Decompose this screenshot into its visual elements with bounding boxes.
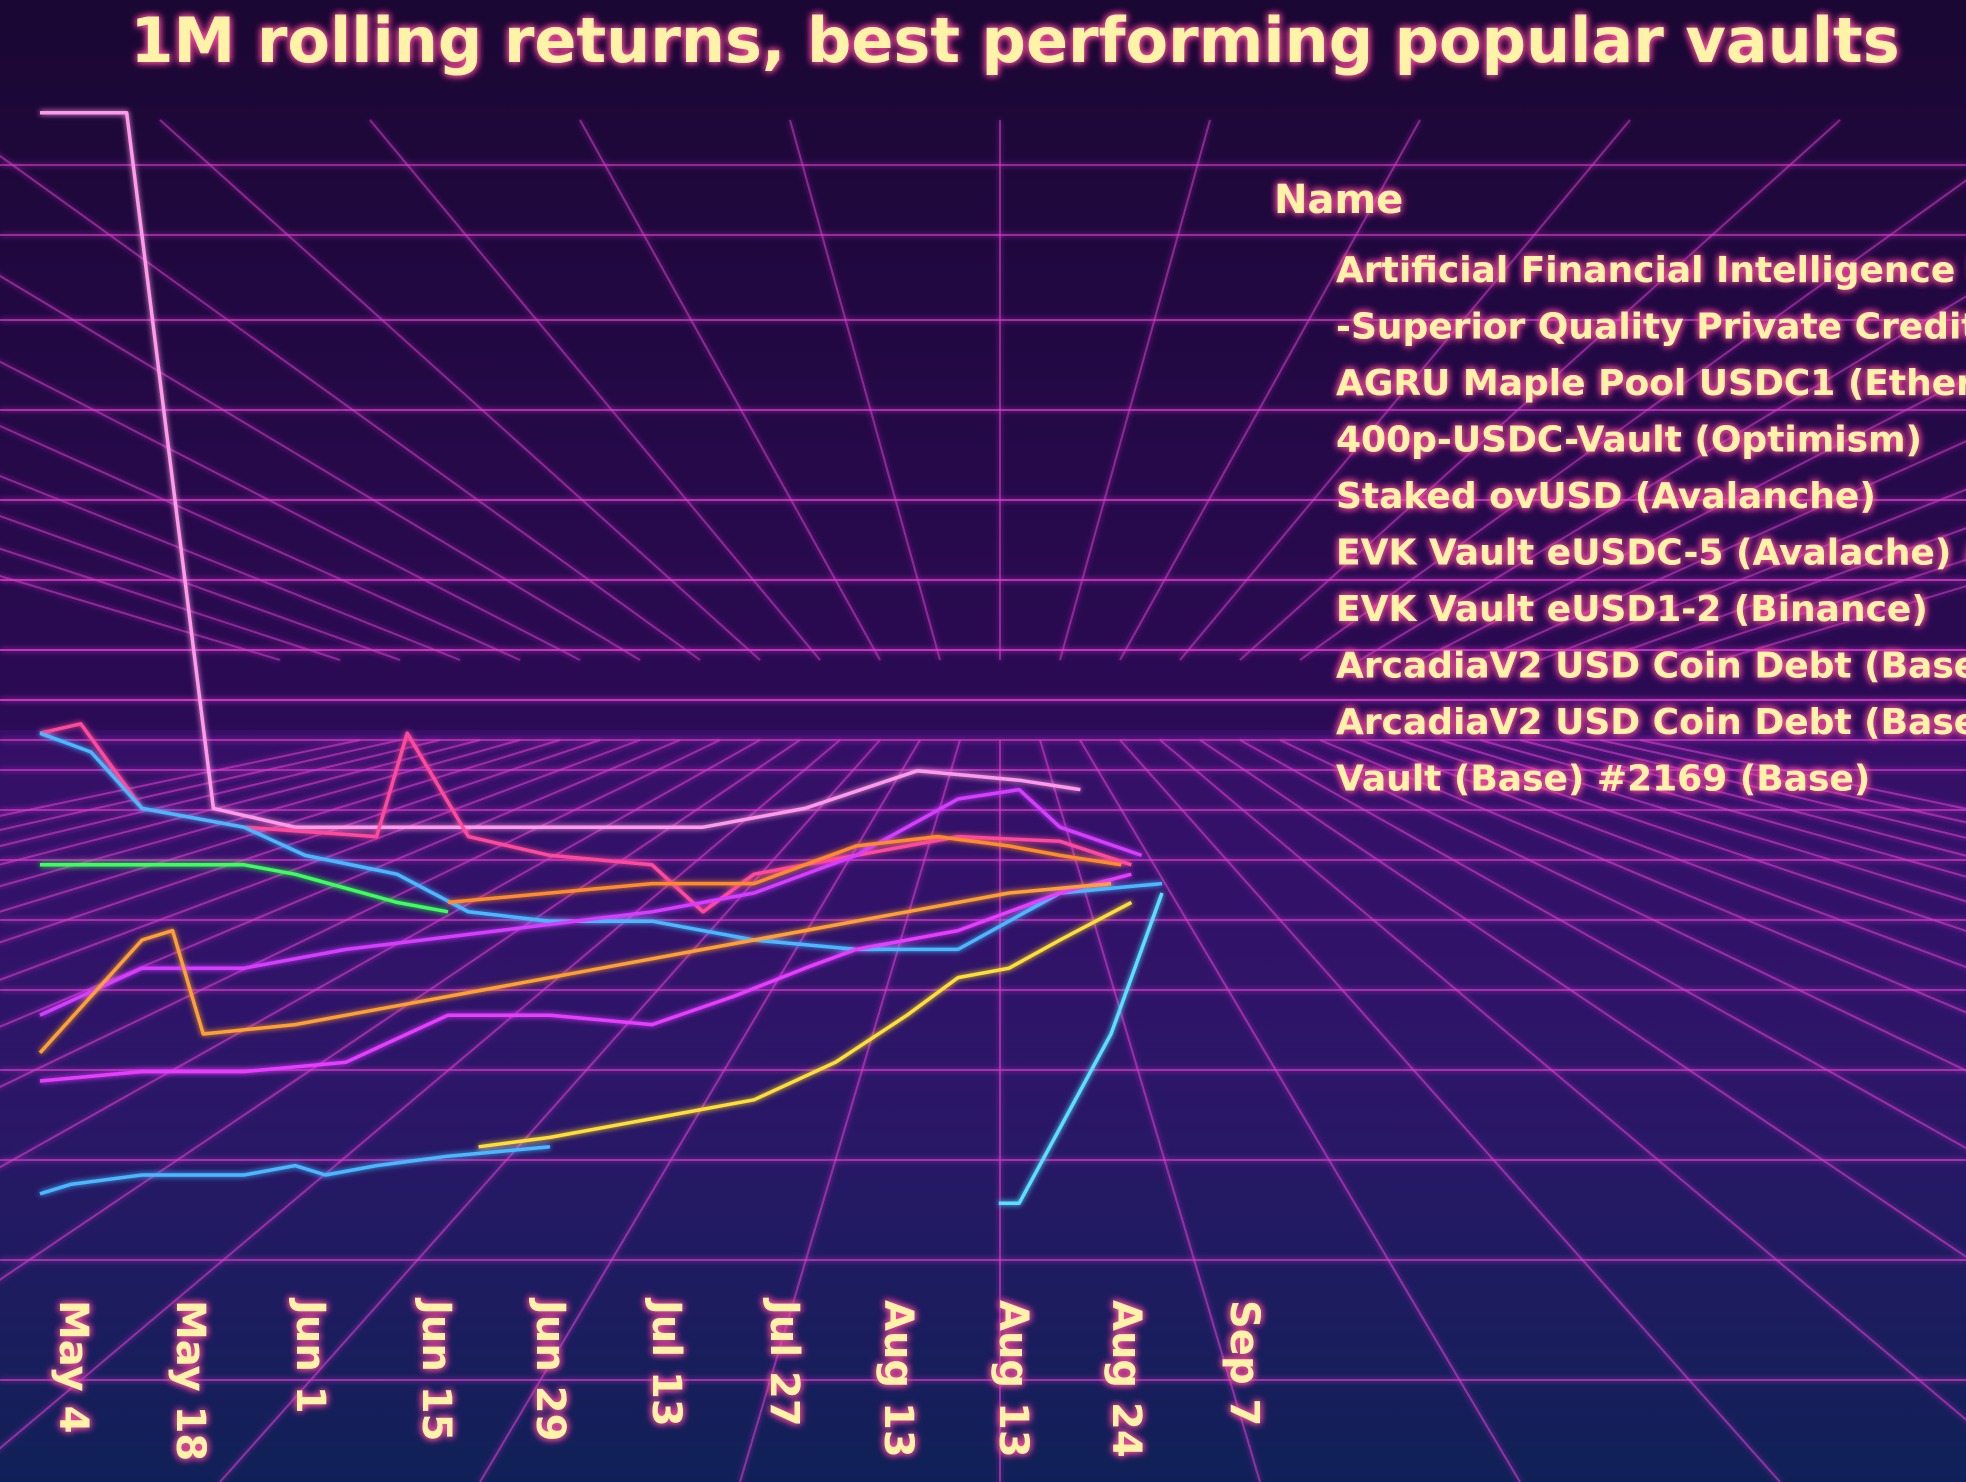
grid-line [0, 514, 401, 661]
grid-line [1359, 295, 1966, 661]
grid-line [1319, 739, 1966, 1014]
series-line-8 [447, 834, 1122, 905]
legend-entry-label: ArcadiaV2 USD Coin Debt (Base) [1336, 702, 1966, 743]
legend-entry-label: EVK Vault eUSDC-5 (Avalache) # [1336, 533, 1966, 574]
grid-line [159, 119, 761, 661]
grid-line [1059, 119, 1211, 661]
x-tick-label: Sep 7 [1221, 1300, 1267, 1426]
series-line-11 [998, 892, 1164, 1205]
grid-line [0, 274, 641, 661]
grid-line [1179, 119, 1631, 661]
series-layer [38, 111, 1164, 1205]
grid-line [0, 547, 341, 661]
x-tick-label: Jun 29 [527, 1297, 573, 1441]
grid-line [1039, 739, 1261, 1482]
legend-entry-label: AGRU Maple Pool USDC1 (Ether [1336, 363, 1966, 404]
grid-line [0, 739, 681, 1028]
grid-line [1359, 739, 1966, 969]
grid-line [789, 119, 941, 661]
legend-title: Name [1274, 177, 1403, 223]
x-tick-label: Aug 13 [990, 1300, 1036, 1458]
legend-entry-label: Vault (Base) #2169 (Base) [1336, 759, 1870, 800]
grid-line [1599, 527, 1966, 661]
grid-line [1199, 739, 1966, 1258]
grid-line [1479, 739, 1966, 878]
x-tick-label: Jun 15 [413, 1297, 459, 1441]
series-line-6 [39, 872, 1132, 1083]
grid-line [1399, 739, 1966, 932]
grid-line [0, 739, 641, 981]
legend-entry-label: ArcadiaV2 USD Coin Debt (Base [1336, 646, 1966, 687]
grid-line [219, 739, 881, 1482]
series-line-1 [40, 111, 1081, 829]
legend-entry-label: 400p-USDC-Vault (Optimism) [1336, 420, 1922, 461]
x-tick-label: Jun 1 [287, 1297, 333, 1414]
x-tick-label: Jul 13 [643, 1297, 689, 1427]
grid-line [1299, 179, 1966, 661]
grid-line [0, 739, 801, 1281]
legend-entry-label: -Superior Quality Private Credit [1336, 307, 1966, 348]
grid-line [1119, 119, 1421, 661]
legend-entry-label: Staked ovUSD (Avalanche) [1336, 476, 1876, 517]
x-tick-label: Jul 27 [761, 1297, 807, 1427]
legend-entry-label: Artificial Financial Intelligence U [1336, 250, 1966, 291]
x-tick-label: May 18 [167, 1300, 213, 1461]
series-line-5 [39, 787, 1143, 1017]
legend-entry-label: EVK Vault eUSD1-2 (Binance) [1336, 589, 1928, 630]
grid-line [1539, 488, 1966, 661]
grid-line [0, 739, 841, 1450]
grid-line [0, 424, 521, 661]
series-line-3 [39, 731, 1163, 952]
x-tick-label: Aug 24 [1103, 1300, 1149, 1458]
x-tick-label: May 4 [50, 1300, 96, 1433]
grid-line [1279, 739, 1966, 1072]
grid-line [1079, 739, 1521, 1482]
grid-line [0, 474, 461, 661]
series-line-9 [478, 900, 1133, 1149]
grid-line [0, 739, 721, 1089]
floor-plane [0, 730, 1966, 1482]
series-line-10 [39, 1145, 551, 1196]
grid-line [0, 739, 481, 866]
chart-title: 1M rolling returns, best performing popu… [130, 4, 1899, 77]
grid-line [739, 739, 961, 1482]
grid-line [579, 119, 881, 661]
grid-line [0, 739, 761, 1169]
grid-line [1159, 739, 1966, 1421]
series-line-7 [38, 881, 1112, 1054]
grid [0, 119, 1966, 1482]
grid-line [1439, 739, 1966, 903]
grid-line [1659, 558, 1966, 661]
legend: Name Artificial Financial Intelligence U… [1270, 177, 1966, 800]
grid-line [1419, 378, 1966, 661]
grid-line [0, 154, 701, 661]
grid-line [1119, 739, 1781, 1482]
x-axis-ticks: May 4 May 18 Jun 1 Jun 15 Jun 29 Jul 13 Jul 27… [50, 1297, 1267, 1461]
x-tick-label: Aug 13 [875, 1300, 921, 1458]
grid-line [1239, 119, 1841, 661]
grid-line [0, 360, 581, 661]
grid-line [369, 119, 821, 661]
grid-line [1239, 739, 1966, 1150]
grid-line [1479, 440, 1966, 661]
series-line-4 [40, 863, 449, 914]
